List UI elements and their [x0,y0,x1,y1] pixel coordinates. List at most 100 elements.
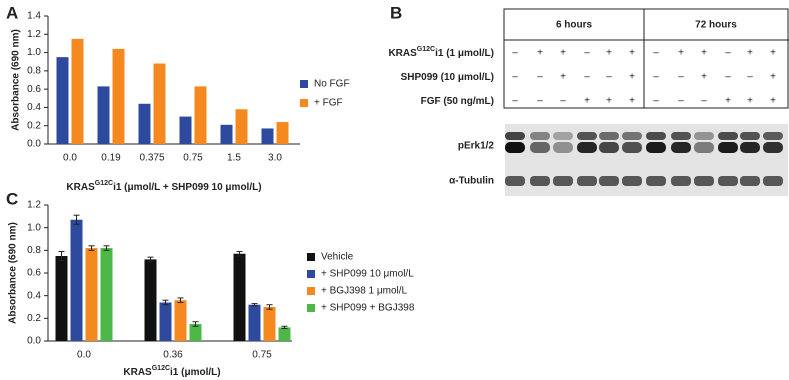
bar [56,57,69,145]
band [718,142,738,153]
error-bar [88,245,95,251]
band [763,176,783,186]
condition-sign: – [725,48,731,59]
y-tick-label: 0.4 [27,102,41,113]
condition-sign: + [560,48,566,59]
condition-sign: + [629,72,635,83]
condition-label: KRASG12Ci1 (1 μmol/L) [388,46,494,58]
bar [263,307,276,341]
panel-label: C [6,189,18,208]
band [553,176,573,186]
band [671,132,691,140]
y-tick-label: 1.2 [27,200,41,211]
band [577,132,597,140]
condition-sign: – [512,48,518,59]
band [646,176,666,186]
bar [138,103,151,144]
bar [71,38,84,144]
x-axis-label-part: G12C [152,365,170,372]
band [577,142,597,153]
condition-label: SHP099 (10 μmol/L) [401,72,494,83]
y-tick-label: 0.0 [27,336,41,347]
band [718,132,738,140]
condition-sign: – [537,72,543,83]
condition-sign: + [747,48,753,59]
bar [97,86,110,144]
y-axis-label: Absorbance (690 nm) [8,222,19,324]
condition-box [503,8,789,109]
x-tick-label: 0.375 [139,153,164,164]
band [530,142,550,153]
x-axis-label-part: KRAS [66,182,95,193]
y-tick-label: 0.8 [27,65,41,76]
legend-swatch [307,287,315,295]
x-tick-label: 0.0 [63,153,77,164]
panel-label: B [390,3,402,22]
condition-sign: + [770,72,776,83]
x-axis-label-part: G12C [95,180,113,187]
legend-swatch [307,270,315,278]
bar [220,124,233,144]
condition-sign: – [653,72,659,83]
bar [100,248,113,341]
band [740,176,760,186]
condition-label-part: FGF (50 ng/mL) [421,96,494,107]
band [763,132,783,140]
y-tick-label: 1.4 [27,11,41,22]
x-axis-label-part: i1 (μmol/L + SHP099 10 μmol/L) [113,182,262,193]
bar [174,300,187,341]
y-tick-label: 0.8 [27,245,41,256]
condition-sign: – [653,48,659,59]
band [671,142,691,153]
condition-sign: – [537,96,543,107]
x-tick-label: 0.19 [101,153,121,164]
bar [233,253,246,341]
condition-sign: + [629,48,635,59]
band [505,142,525,153]
condition-label-part: KRAS [388,48,417,59]
error-bar [236,250,243,257]
error-bar [73,214,80,225]
condition-sign: – [725,72,731,83]
bar [153,63,166,144]
x-axis-label-part: KRAS [123,367,152,378]
legend-label: + BGJ398 1 μmol/L [321,286,408,297]
band-label: pErk1/2 [458,141,495,152]
condition-sign: + [770,48,776,59]
bar [235,109,248,144]
band-label: α-Tubulin [449,176,494,187]
x-tick-label: 0.0 [77,350,91,361]
legend-label: + SHP099 + BGJ398 [321,303,415,314]
legend-swatch [307,253,315,261]
condition-label-part: SHP099 (10 μmol/L) [401,72,494,83]
x-axis-label: KRASG12Ci1 (μmol/L) [123,365,220,377]
band [577,176,597,186]
band [646,132,666,140]
time-header: 6 hours [556,20,593,31]
band [622,176,642,186]
x-tick-label: 0.75 [183,153,203,164]
band [599,132,619,140]
band [530,176,550,186]
bar [144,259,157,341]
error-bar [58,250,65,262]
band [553,132,573,140]
condition-label-part: i1 (1 μmol/L) [435,48,494,59]
condition-sign: + [606,48,612,59]
band [646,142,666,153]
bar [276,122,289,144]
error-bar [251,303,258,307]
condition-sign: – [678,96,684,107]
condition-sign: + [629,96,635,107]
condition-sign: – [747,72,753,83]
condition-label-part: G12C [417,46,435,53]
bar [278,327,291,341]
x-axis-label: KRASG12Ci1 (μmol/L + SHP099 10 μmol/L) [66,180,261,192]
band [763,142,783,153]
condition-sign: – [512,96,518,107]
condition-sign: + [701,72,707,83]
y-tick-label: 0.0 [27,139,41,150]
condition-sign: + [725,96,731,107]
y-axis-label: Absorbance (690 nm) [11,29,22,131]
